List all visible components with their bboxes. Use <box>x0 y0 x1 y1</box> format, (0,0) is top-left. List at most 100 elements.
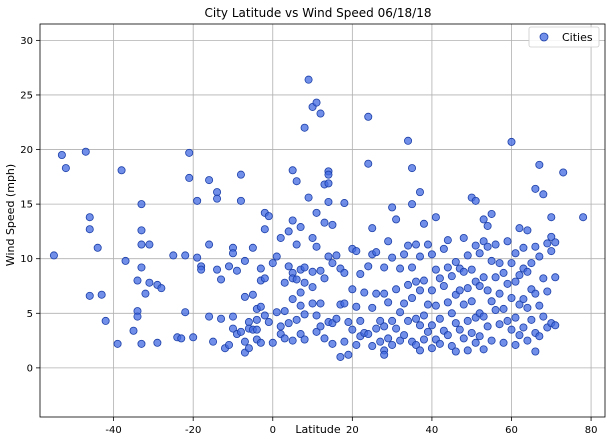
data-point <box>340 299 349 308</box>
data-point <box>252 325 261 334</box>
data-point <box>559 168 568 177</box>
data-point <box>380 263 389 272</box>
data-point <box>487 256 496 265</box>
data-point <box>404 136 413 145</box>
data-point <box>415 346 424 355</box>
data-point <box>296 288 305 297</box>
data-point <box>300 278 309 287</box>
data-point <box>248 243 257 252</box>
data-point <box>415 286 424 295</box>
x-tick-label: 40 <box>426 425 439 436</box>
data-point <box>93 243 102 252</box>
data-point <box>316 322 325 331</box>
data-point <box>280 307 289 316</box>
data-point <box>360 288 369 297</box>
data-point <box>487 336 496 345</box>
data-point <box>49 251 58 260</box>
data-point <box>535 252 544 261</box>
data-point <box>232 266 241 275</box>
data-point <box>209 337 218 346</box>
x-tick-label: 60 <box>505 425 518 436</box>
data-point <box>304 75 313 84</box>
data-point <box>527 315 536 324</box>
data-point <box>316 266 325 275</box>
data-point <box>507 137 516 146</box>
chart-title: City Latitude vs Wind Speed 06/18/18 <box>204 6 431 20</box>
data-point <box>471 241 480 250</box>
data-point <box>352 340 361 349</box>
data-point <box>451 257 460 266</box>
data-point <box>396 264 405 273</box>
data-point <box>284 227 293 236</box>
data-points <box>49 75 588 361</box>
data-point <box>328 220 337 229</box>
data-point <box>181 308 190 317</box>
data-point <box>324 179 333 188</box>
data-point <box>288 166 297 175</box>
data-point <box>332 314 341 323</box>
data-point <box>519 323 528 332</box>
data-point <box>491 306 500 315</box>
data-point <box>483 242 492 251</box>
data-point <box>236 170 245 179</box>
data-point <box>415 188 424 197</box>
data-point <box>475 281 484 290</box>
data-point <box>443 331 452 340</box>
data-point <box>240 292 249 301</box>
data-point <box>288 216 297 225</box>
data-point <box>320 334 329 343</box>
data-point <box>511 277 520 286</box>
data-point <box>268 259 277 268</box>
data-point <box>463 284 472 293</box>
data-point <box>404 241 413 250</box>
data-point <box>340 268 349 277</box>
data-point <box>523 267 532 276</box>
data-point <box>515 300 524 309</box>
data-point <box>435 339 444 348</box>
data-point <box>129 326 138 335</box>
data-point <box>515 271 524 280</box>
data-point <box>197 265 206 274</box>
data-point <box>543 287 552 296</box>
data-point <box>133 312 142 321</box>
data-point <box>224 340 233 349</box>
data-point <box>137 263 146 272</box>
data-point <box>244 318 253 327</box>
data-point <box>272 308 281 317</box>
data-point <box>467 265 476 274</box>
data-point <box>388 253 397 262</box>
data-point <box>252 315 261 324</box>
data-point <box>308 267 317 276</box>
data-point <box>435 314 444 323</box>
data-point <box>392 215 401 224</box>
data-point <box>376 316 385 325</box>
data-point <box>97 290 106 299</box>
data-point <box>364 330 373 339</box>
data-point <box>495 259 504 268</box>
data-point <box>479 215 488 224</box>
data-point <box>531 289 540 298</box>
data-point <box>280 278 289 287</box>
data-point <box>312 98 321 107</box>
data-point <box>539 274 548 283</box>
data-point <box>503 237 512 246</box>
data-point <box>157 284 166 293</box>
data-point <box>205 176 214 185</box>
data-point <box>404 316 413 325</box>
data-point <box>240 256 249 265</box>
y-tick-label: 20 <box>20 145 33 156</box>
data-point <box>364 112 373 121</box>
x-tick-label: -20 <box>185 425 201 436</box>
data-point <box>284 319 293 328</box>
data-point <box>523 226 532 235</box>
data-point <box>495 289 504 298</box>
data-point <box>181 251 190 260</box>
data-point <box>332 251 341 260</box>
data-point <box>85 225 94 234</box>
data-point <box>479 273 488 282</box>
data-point <box>85 213 94 222</box>
data-point <box>415 321 424 330</box>
data-point <box>276 322 285 331</box>
data-point <box>276 233 285 242</box>
data-point <box>439 281 448 290</box>
